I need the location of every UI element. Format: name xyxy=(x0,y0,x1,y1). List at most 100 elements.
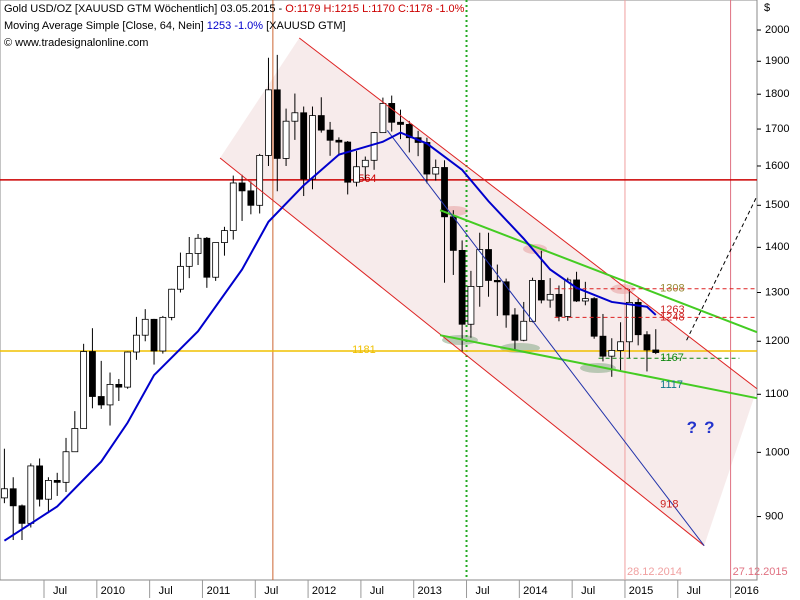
candle-body xyxy=(423,142,431,175)
candle-body xyxy=(97,396,105,406)
candle-body xyxy=(256,155,264,206)
y-tick-label: 1400 xyxy=(765,241,789,253)
candle-body xyxy=(397,121,404,125)
level-label: 1248 xyxy=(660,311,684,323)
y-tick-label: 1300 xyxy=(765,286,789,298)
candle-body xyxy=(238,182,246,192)
candle-body xyxy=(141,318,149,336)
trendline xyxy=(219,157,705,547)
candle-body xyxy=(133,334,140,353)
moving-average xyxy=(3,131,657,542)
candle-body xyxy=(300,112,308,180)
candle-body xyxy=(1,488,8,499)
ma-title: Moving Average Simple [Close, 64, Nein] xyxy=(4,20,207,32)
level-label: 1263 xyxy=(660,304,684,316)
candle-body xyxy=(185,253,193,267)
y-tick-label: 1800 xyxy=(765,88,789,100)
level-label: 1167 xyxy=(660,352,684,364)
candle-body xyxy=(608,350,616,357)
candle-body xyxy=(441,167,448,218)
candle-body xyxy=(291,112,299,122)
y-tick-label: 1100 xyxy=(765,388,789,400)
candle-body xyxy=(634,302,642,336)
candle-body xyxy=(353,166,360,183)
copyright: © www.tradesignalonline.com xyxy=(4,37,148,49)
y-tick-label: 2000 xyxy=(765,24,789,36)
candle-body xyxy=(326,129,334,141)
candle-body xyxy=(511,314,519,341)
currency: $ xyxy=(764,2,770,14)
y-tick-label: 1500 xyxy=(765,199,789,211)
candle-body xyxy=(467,286,475,325)
candle-body xyxy=(309,115,316,180)
trendline xyxy=(298,37,758,390)
candle-body xyxy=(194,237,202,254)
annotation: ? xyxy=(687,418,697,437)
candle-body xyxy=(124,351,132,388)
candle-body xyxy=(89,351,96,397)
x-tick-label: 2014 xyxy=(523,585,547,597)
candle-body xyxy=(106,383,114,406)
candle-body xyxy=(221,230,228,243)
trendline xyxy=(439,209,758,334)
vertical-line-label: 27.12.2015 xyxy=(733,566,788,578)
candle-body xyxy=(80,351,88,429)
level-label: 1308 xyxy=(660,283,684,295)
candle-body xyxy=(282,120,290,159)
y-tick-label: 1000 xyxy=(765,446,789,458)
candle-body xyxy=(45,480,52,500)
candle-body xyxy=(617,341,624,351)
x-tick-label: 2012 xyxy=(312,585,336,597)
candle-body xyxy=(370,132,378,161)
candle-body xyxy=(432,167,440,175)
candle-body xyxy=(344,141,352,183)
candle-body xyxy=(573,279,580,302)
candle-body xyxy=(9,488,17,507)
x-tick-label: 2015 xyxy=(629,585,653,597)
candle-body xyxy=(150,318,158,352)
annotation: ? xyxy=(704,418,714,437)
trendline xyxy=(686,195,758,341)
candle-body xyxy=(379,103,387,134)
candle-body xyxy=(27,465,35,524)
candle-body xyxy=(581,298,589,302)
candle-body xyxy=(476,249,484,287)
horizontal-line-label: 1181 xyxy=(352,344,376,356)
candle-body xyxy=(485,249,492,281)
candle-body xyxy=(449,216,457,251)
candle-body xyxy=(564,279,572,317)
candle-body xyxy=(229,182,237,232)
candle-body xyxy=(458,249,466,325)
level-label: 918 xyxy=(660,498,678,510)
candle-body xyxy=(625,302,633,343)
x-tick-label: 2010 xyxy=(101,585,125,597)
x-tick-label: 2011 xyxy=(207,585,231,597)
candle-body xyxy=(62,451,70,483)
candle-body xyxy=(537,280,545,301)
candle-body xyxy=(546,293,554,301)
candle-body xyxy=(71,428,79,453)
candle-body xyxy=(212,242,220,278)
y-tick-label: 1200 xyxy=(765,335,789,347)
candle-body xyxy=(388,103,396,123)
candle-body xyxy=(115,383,123,388)
candle-body xyxy=(36,465,44,500)
x-tick-label: Jul xyxy=(475,585,489,597)
candle-body xyxy=(168,288,176,318)
candle-body xyxy=(555,293,563,317)
header-line: Gold USD/OZ [XAUUSD GTM Wöchentlich] 03.… xyxy=(4,3,465,15)
header-title: Gold USD/OZ [XAUUSD GTM Wöchentlich] 03.… xyxy=(4,3,285,15)
candle-body xyxy=(53,480,61,483)
y-tick-label: 900 xyxy=(765,510,783,522)
y-tick-label: 1700 xyxy=(765,123,789,135)
candle-body xyxy=(273,89,281,159)
vertical-line-label: 28.12.2014 xyxy=(627,566,682,578)
candle-body xyxy=(159,316,167,352)
level-label: 1117 xyxy=(660,379,683,391)
y-tick-label: 1900 xyxy=(765,55,789,67)
header-ohlc: O:1179 H:1215 L:1170 C:1178 -1.0% xyxy=(285,3,464,15)
x-tick-label: Jul xyxy=(159,585,173,597)
candle-body xyxy=(520,320,528,341)
ma-source: [XAUUSD GTM] xyxy=(263,20,346,32)
candle-body xyxy=(317,115,325,131)
